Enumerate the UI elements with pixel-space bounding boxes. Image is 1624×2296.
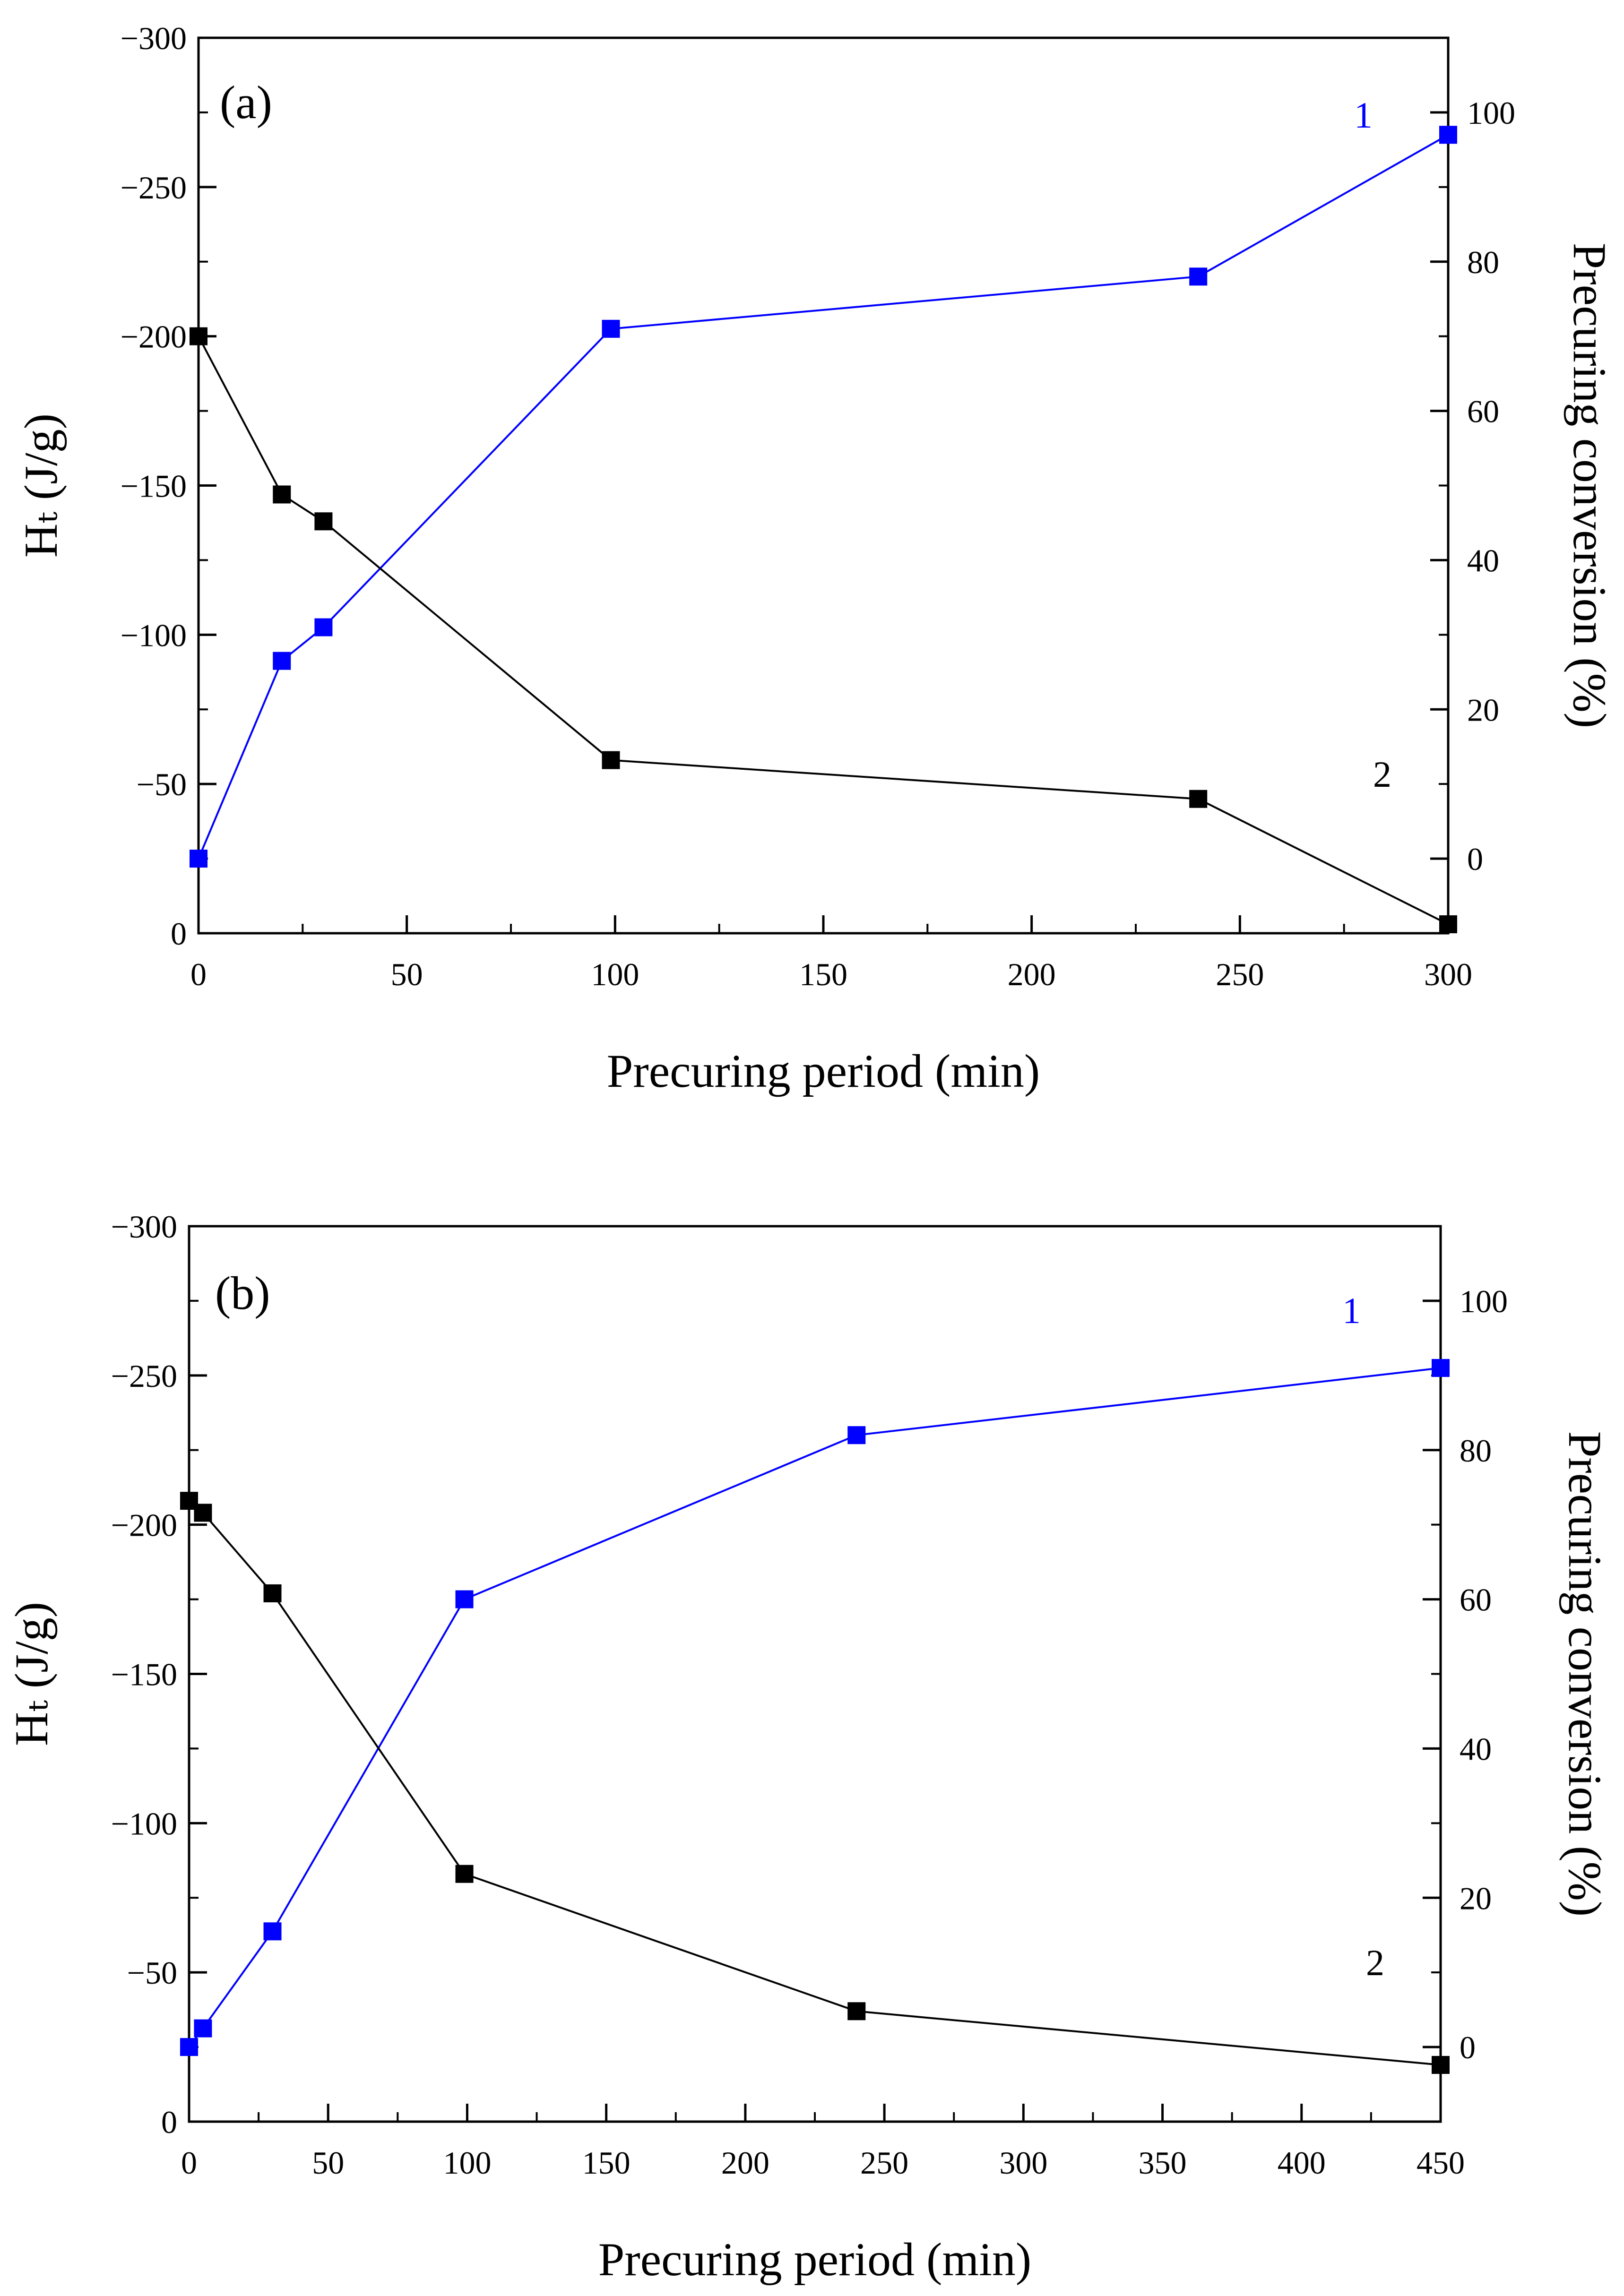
y-left-tick-label: 0 (171, 916, 187, 952)
series-1-point (455, 1590, 474, 1608)
x-tick-label: 50 (391, 956, 423, 992)
y-left-tick-label: −300 (121, 20, 187, 56)
series-2-point (1439, 915, 1457, 934)
curve-label-2: 2 (1366, 1942, 1384, 1983)
x-tick-label: 0 (181, 2145, 197, 2181)
curve-label-1: 1 (1354, 95, 1373, 136)
x-axis-title: Precuring period (min) (598, 2233, 1031, 2286)
x-tick-label: 400 (1278, 2145, 1326, 2181)
x-tick-label: 350 (1139, 2145, 1187, 2181)
y-left-tick-label: −150 (111, 1657, 177, 1693)
series-2-point (455, 1865, 474, 1883)
panel-a: 0 50 100 150 200 250 3000−50−100−150−200−250−3… (15, 20, 1616, 1097)
series-1-point (847, 1426, 866, 1445)
series-1-point (1432, 1359, 1450, 1377)
series-1-line (188, 1367, 1441, 2048)
y-right-tick-label: 0 (1460, 2029, 1476, 2065)
plot-frame (188, 1225, 1442, 2123)
y-right-tick-label: 80 (1460, 1433, 1492, 1469)
series-2-point (314, 512, 333, 531)
series-1-point (1439, 126, 1457, 144)
y-right-tick-label: 40 (1460, 1731, 1492, 1767)
series-2-line (198, 335, 1449, 925)
x-tick-label: 200 (1008, 956, 1056, 992)
x-tick-label: 100 (443, 2145, 491, 2181)
series-1-point (1189, 267, 1208, 286)
series-2-point (273, 485, 291, 504)
x-tick-label: 150 (799, 956, 847, 992)
x-tick-label: 300 (1424, 956, 1472, 992)
y-right-tick-label: 60 (1460, 1582, 1492, 1618)
y-left-tick-label: −50 (127, 1955, 177, 1991)
y-left-tick-label: −200 (111, 1507, 177, 1543)
series-2-point (1432, 2055, 1450, 2074)
series-2-point (190, 327, 207, 345)
panel-b: 0 50 100 150 200 250 300 350 400 4500−50−100−150−… (5, 1209, 1611, 2286)
x-tick-label: 200 (721, 2145, 769, 2181)
y-left-tick-label: −250 (111, 1358, 177, 1394)
y-left-tick-label: −100 (111, 1806, 177, 1841)
y-right-tick-label: 0 (1467, 841, 1483, 877)
y-left-axis-title: Hₜ (J/g) (5, 1602, 58, 1746)
y-left-tick-label: −250 (121, 170, 187, 206)
panel-label: (a) (220, 76, 272, 129)
x-tick-label: 150 (582, 2145, 631, 2181)
series-1-point (180, 2038, 198, 2056)
y-right-tick-label: 20 (1460, 1880, 1492, 1916)
y-left-tick-label: −300 (111, 1209, 177, 1245)
y-right-tick-label: 60 (1467, 394, 1499, 430)
y-right-tick-label: 100 (1467, 95, 1515, 131)
x-tick-label: 0 (190, 956, 207, 992)
series-1-point (602, 319, 620, 338)
y-left-tick-label: 0 (161, 2104, 177, 2140)
x-tick-label: 300 (999, 2145, 1047, 2181)
y-right-axis-title: Precuring conversion (%) (1559, 1431, 1611, 1917)
series-2-point (602, 751, 620, 769)
series-1-point (273, 652, 291, 670)
curve-label-2: 2 (1373, 754, 1391, 795)
x-tick-label: 50 (312, 2145, 344, 2181)
y-right-tick-label: 100 (1460, 1283, 1508, 1319)
y-left-tick-label: −150 (121, 468, 187, 504)
y-left-tick-label: −50 (137, 766, 187, 802)
y-right-tick-label: 80 (1467, 244, 1499, 280)
series-2-point (847, 2002, 866, 2021)
y-right-tick-label: 20 (1467, 692, 1499, 728)
x-tick-label: 450 (1417, 2145, 1465, 2181)
y-left-axis-title: Hₜ (J/g) (15, 413, 67, 558)
y-left-tick-label: −100 (121, 617, 187, 653)
panel-label: (b) (215, 1267, 270, 1319)
y-right-axis-title: Precuring conversion (%) (1564, 243, 1616, 728)
y-right-tick-label: 40 (1467, 542, 1499, 578)
series-2-point (263, 1584, 282, 1602)
series-2-point (1189, 790, 1208, 808)
x-axis-title: Precuring period (min) (607, 1045, 1040, 1097)
x-tick-label: 100 (591, 956, 639, 992)
series-1-point (190, 850, 207, 868)
plot-frame (197, 36, 1450, 935)
series-1-line (198, 134, 1449, 859)
series-2-line (188, 1500, 1441, 2066)
curve-label-1: 1 (1342, 1290, 1361, 1331)
series-1-point (314, 618, 333, 636)
series-1-point (263, 1922, 282, 1941)
series-1-point (194, 2019, 212, 2038)
x-tick-label: 250 (1216, 956, 1264, 992)
x-tick-label: 250 (860, 2145, 908, 2181)
y-left-tick-label: −200 (121, 319, 187, 355)
series-2-point (194, 1504, 212, 1522)
